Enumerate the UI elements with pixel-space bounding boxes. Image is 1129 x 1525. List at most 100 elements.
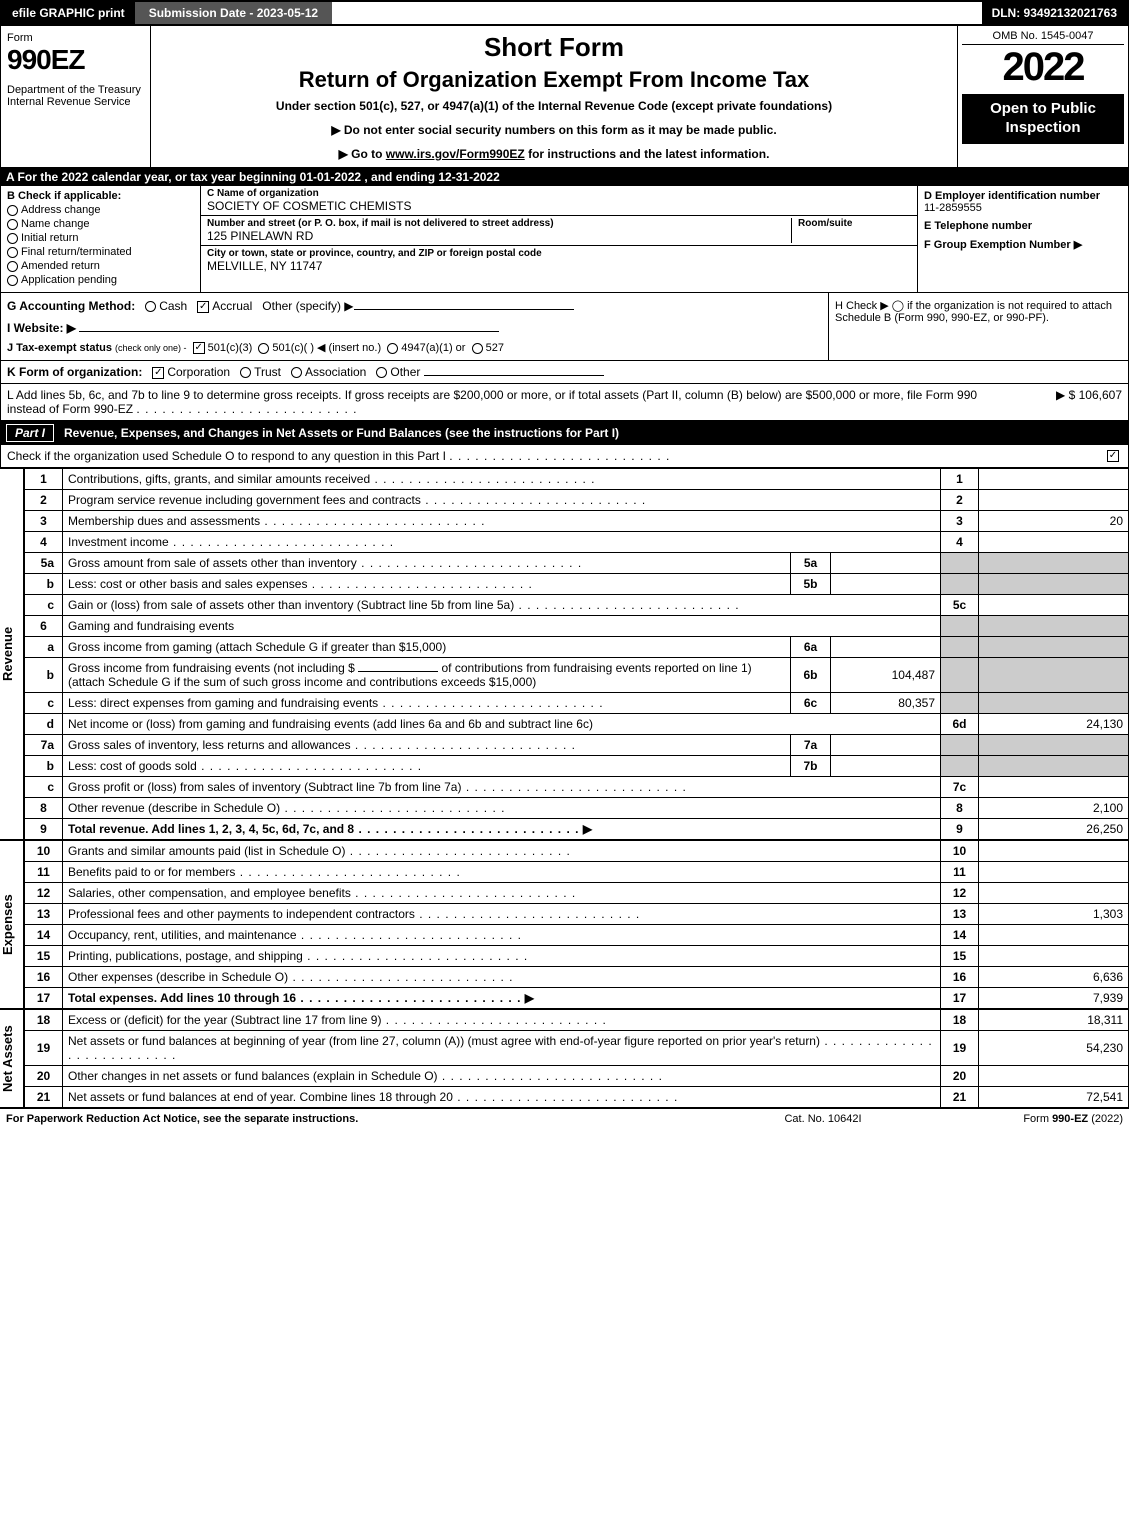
line-1: 1Contributions, gifts, grants, and simil… — [25, 469, 1129, 490]
expenses-vlabel: Expenses — [0, 840, 24, 1009]
cb-amended-return-label: Amended return — [21, 260, 100, 272]
cb-name-change-label: Name change — [21, 218, 90, 230]
goto-pre: ▶ Go to — [339, 147, 386, 161]
revenue-section: Revenue 1Contributions, gifts, grants, a… — [0, 468, 1129, 840]
part1-tag: Part I — [6, 424, 54, 442]
part1-header: Part I Revenue, Expenses, and Changes in… — [0, 421, 1129, 445]
k-other-input[interactable] — [424, 375, 604, 376]
phone-label: E Telephone number — [924, 220, 1122, 232]
k-trust-radio[interactable] — [240, 367, 251, 378]
ein-value: 11-2859555 — [924, 202, 1122, 214]
j-501c3-checkbox[interactable] — [193, 342, 205, 354]
k-association-label: Association — [305, 365, 366, 379]
net-assets-vlabel: Net Assets — [0, 1009, 24, 1108]
line-21: 21Net assets or fund balances at end of … — [25, 1087, 1129, 1108]
k-label: K Form of organization: — [7, 365, 142, 379]
ein-label: D Employer identification number — [924, 190, 1122, 202]
form-header: Form 990EZ Department of the Treasury In… — [0, 26, 1129, 168]
j-501c-radio[interactable] — [258, 343, 269, 354]
room-label: Room/suite — [798, 218, 911, 229]
irs-link[interactable]: www.irs.gov/Form990EZ — [386, 147, 525, 161]
group-exemption-label: F Group Exemption Number ▶ — [924, 238, 1122, 251]
line-10: 10Grants and similar amounts paid (list … — [25, 841, 1129, 862]
dln: DLN: 93492132021763 — [982, 2, 1127, 24]
form-number: 990EZ — [7, 44, 144, 76]
j-501c3-label: 501(c)(3) — [208, 342, 253, 354]
page-footer: For Paperwork Reduction Act Notice, see … — [0, 1108, 1129, 1129]
line-6c: cLess: direct expenses from gaming and f… — [25, 693, 1129, 714]
cb-name-change[interactable] — [7, 219, 18, 230]
g-other-input[interactable] — [354, 309, 574, 310]
g-accrual-checkbox[interactable] — [197, 301, 209, 313]
line-6b: bGross income from fundraising events (n… — [25, 658, 1129, 693]
g-accrual-label: Accrual — [212, 299, 252, 313]
line-2: 2Program service revenue including gover… — [25, 490, 1129, 511]
cb-initial-return-label: Initial return — [21, 232, 78, 244]
section-gh: G Accounting Method: Cash Accrual Other … — [0, 293, 1129, 361]
line-7b: bLess: cost of goods sold7b — [25, 756, 1129, 777]
b-label: B Check if applicable: — [7, 190, 194, 202]
cb-final-return[interactable] — [7, 247, 18, 258]
k-trust-label: Trust — [254, 365, 281, 379]
6b-blank-input[interactable] — [358, 671, 438, 672]
line-5a: 5aGross amount from sale of assets other… — [25, 553, 1129, 574]
line-7a: 7aGross sales of inventory, less returns… — [25, 735, 1129, 756]
net-assets-section: Net Assets 18Excess or (deficit) for the… — [0, 1009, 1129, 1108]
short-form-title: Short Form — [159, 32, 949, 63]
line-5b: bLess: cost or other basis and sales exp… — [25, 574, 1129, 595]
l-text: L Add lines 5b, 6c, and 7b to line 9 to … — [7, 388, 982, 416]
tax-year: 2022 — [962, 45, 1124, 90]
org-name-label: C Name of organization — [207, 188, 911, 199]
line-4: 4Investment income4 — [25, 532, 1129, 553]
form-label: Form — [7, 32, 144, 44]
line-17: 17Total expenses. Add lines 10 through 1… — [25, 988, 1129, 1009]
top-bar: efile GRAPHIC print Submission Date - 20… — [0, 0, 1129, 26]
line-3: 3Membership dues and assessments320 — [25, 511, 1129, 532]
h-text: H Check ▶ ◯ if the organization is not r… — [828, 293, 1128, 360]
cb-application-pending[interactable] — [7, 275, 18, 286]
return-title: Return of Organization Exempt From Incom… — [159, 67, 949, 93]
line-8: 8Other revenue (describe in Schedule O)8… — [25, 798, 1129, 819]
department-label: Department of the Treasury Internal Reve… — [7, 84, 144, 108]
l-amount: ▶ $ 106,607 — [982, 388, 1122, 416]
line-16: 16Other expenses (describe in Schedule O… — [25, 967, 1129, 988]
g-cash-label: Cash — [159, 299, 187, 313]
revenue-vlabel: Revenue — [0, 468, 24, 840]
k-association-radio[interactable] — [291, 367, 302, 378]
line-6a: aGross income from gaming (attach Schedu… — [25, 637, 1129, 658]
line-12: 12Salaries, other compensation, and empl… — [25, 883, 1129, 904]
j-4947-radio[interactable] — [387, 343, 398, 354]
part1-sched-o-checkbox[interactable] — [1107, 450, 1119, 462]
ssn-warning: ▶ Do not enter social security numbers o… — [159, 123, 949, 137]
part1-title: Revenue, Expenses, and Changes in Net As… — [64, 426, 619, 440]
section-l: L Add lines 5b, 6c, and 7b to line 9 to … — [0, 384, 1129, 421]
line-18: 18Excess or (deficit) for the year (Subt… — [25, 1010, 1129, 1031]
line-6d: dNet income or (loss) from gaming and fu… — [25, 714, 1129, 735]
cb-final-return-label: Final return/terminated — [21, 246, 132, 258]
submission-date: Submission Date - 2023-05-12 — [135, 2, 332, 24]
open-inspection-badge: Open to Public Inspection — [962, 94, 1124, 144]
section-b: B Check if applicable: Address change Na… — [1, 186, 201, 292]
website-input[interactable] — [79, 331, 499, 332]
part1-subrow: Check if the organization used Schedule … — [0, 445, 1129, 468]
j-527-radio[interactable] — [472, 343, 483, 354]
cb-address-change[interactable] — [7, 205, 18, 216]
section-c: C Name of organization SOCIETY OF COSMET… — [201, 186, 918, 292]
omb-number: OMB No. 1545-0047 — [962, 30, 1124, 45]
cb-application-pending-label: Application pending — [21, 274, 117, 286]
cb-amended-return[interactable] — [7, 261, 18, 272]
k-other-radio[interactable] — [376, 367, 387, 378]
org-name: SOCIETY OF COSMETIC CHEMISTS — [207, 199, 911, 213]
efile-print-button[interactable]: efile GRAPHIC print — [2, 2, 135, 24]
under-section-text: Under section 501(c), 527, or 4947(a)(1)… — [159, 99, 949, 113]
k-other-label: Other — [390, 365, 420, 379]
line-5c: cGain or (loss) from sale of assets othe… — [25, 595, 1129, 616]
expenses-section: Expenses 10Grants and similar amounts pa… — [0, 840, 1129, 1009]
cb-initial-return[interactable] — [7, 233, 18, 244]
j-note: (check only one) - — [115, 343, 187, 353]
k-corporation-checkbox[interactable] — [152, 367, 164, 379]
j-527-label: 527 — [486, 342, 504, 354]
city-label: City or town, state or province, country… — [207, 248, 911, 259]
g-cash-radio[interactable] — [145, 301, 156, 312]
goto-line: ▶ Go to www.irs.gov/Form990EZ for instru… — [159, 147, 949, 161]
